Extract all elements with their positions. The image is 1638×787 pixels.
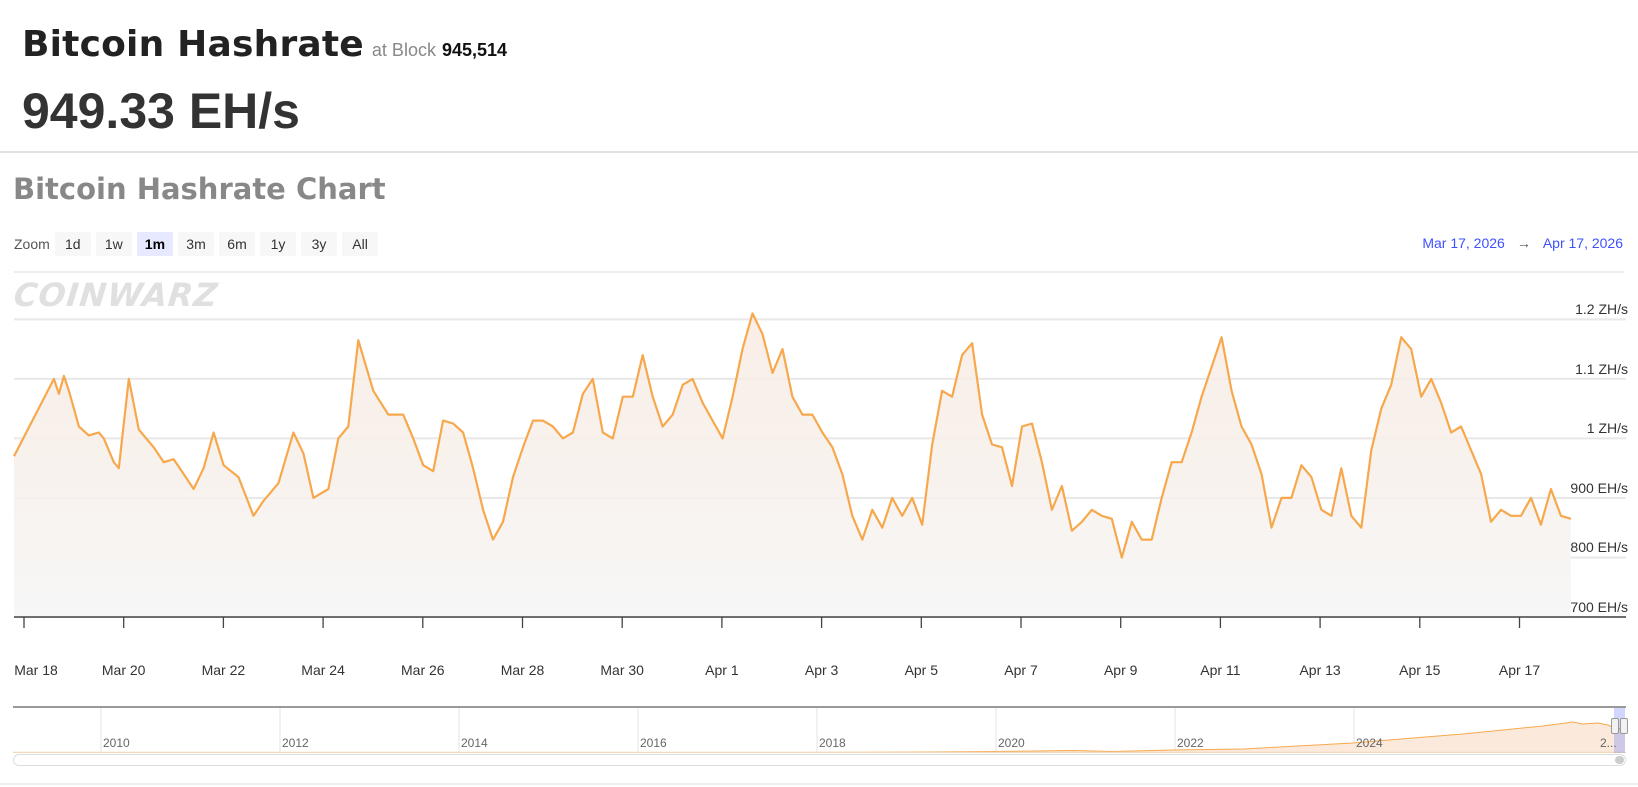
y-tick-label: 800 EH/s	[1570, 539, 1628, 556]
block-number: 945,514	[441, 40, 508, 60]
x-axis-ticks	[23, 617, 1521, 628]
navigator-year-label: 2024	[1356, 736, 1383, 750]
zoom-1m-button[interactable]: 1m	[136, 232, 174, 256]
x-tick-label: Apr 5	[904, 662, 939, 678]
zoom-1y-button[interactable]: 1y	[260, 232, 297, 256]
navigator-year-label: 2022	[1177, 736, 1204, 750]
zoom-selector: Zoom 1d 1w 1m 3m 6m 1y 3y All	[14, 232, 383, 256]
x-tick-label: Apr 7	[1004, 662, 1038, 678]
page-title: Bitcoin Hashrate	[22, 24, 364, 65]
range-from-input[interactable]: Mar 17, 2026	[1422, 235, 1505, 251]
y-tick-label: 1.2 ZH/s	[1575, 301, 1628, 318]
x-tick-label: Mar 22	[201, 662, 246, 678]
navigator-year-label: 2...	[1600, 736, 1617, 750]
y-tick-label: 1.1 ZH/s	[1575, 360, 1628, 377]
navigator[interactable]	[13, 706, 1626, 753]
scrollbar-thumb[interactable]	[1615, 756, 1624, 764]
x-tick-label: Mar 24	[301, 662, 345, 678]
x-tick-label: Mar 28	[500, 662, 545, 678]
navigator-year-label: 2010	[103, 736, 130, 750]
zoom-3y-button[interactable]: 3y	[301, 232, 338, 256]
range-to-input[interactable]: Apr 17, 2026	[1542, 235, 1623, 251]
x-tick-label: Mar 18	[14, 662, 58, 678]
y-tick-label: 1 ZH/s	[1586, 420, 1628, 437]
zoom-6m-button[interactable]: 6m	[219, 232, 256, 256]
at-block-label: at Block	[371, 40, 436, 60]
navigator-year-label: 2016	[640, 736, 667, 750]
x-tick-label: Apr 13	[1299, 662, 1341, 678]
x-tick-label: Apr 1	[705, 662, 739, 678]
zoom-1d-button[interactable]: 1d	[54, 232, 91, 256]
y-tick-label: 700 EH/s	[1570, 599, 1628, 615]
zoom-label: Zoom	[14, 236, 50, 252]
hashrate-line	[13, 312, 1572, 559]
x-tick-label: Mar 30	[600, 662, 644, 678]
hashrate-area	[14, 313, 1571, 617]
divider	[14, 271, 1624, 273]
date-range: Mar 17, 2026 → Apr 17, 2026	[1422, 235, 1623, 251]
hashrate-chart-plot[interactable]	[0, 290, 1638, 635]
x-tick-label: Apr 9	[1103, 662, 1138, 678]
range-arrow-icon: →	[1516, 235, 1531, 251]
navigator-selected-range[interactable]	[1614, 708, 1625, 753]
x-tick-label: Mar 20	[101, 662, 146, 678]
zoom-all-button[interactable]: All	[342, 232, 379, 256]
navigator-year-label: 2014	[461, 736, 488, 750]
chart-title: Bitcoin Hashrate Chart	[13, 172, 386, 206]
navigator-left-handle[interactable]	[1611, 718, 1619, 734]
x-tick-label: Apr 15	[1399, 662, 1441, 678]
header: Bitcoin Hashrate at Block 945,514 949.33…	[0, 0, 1638, 153]
zoom-1w-button[interactable]: 1w	[95, 232, 132, 256]
x-tick-label: Apr 17	[1498, 662, 1541, 678]
x-tick-label: Apr 3	[804, 662, 839, 678]
divider	[0, 783, 1638, 785]
navigator-scrollbar[interactable]	[13, 754, 1626, 766]
zoom-3m-button[interactable]: 3m	[178, 232, 215, 256]
navigator-year-label: 2018	[819, 736, 846, 750]
current-hashrate: 949.33 EH/s	[22, 83, 300, 139]
x-tick-label: Mar 26	[401, 662, 445, 678]
navigator-series	[13, 708, 1626, 753]
navigator-year-label: 2020	[998, 736, 1025, 750]
x-tick-label: Apr 11	[1200, 662, 1241, 678]
y-tick-label: 900 EH/s	[1570, 479, 1628, 496]
navigator-right-handle[interactable]	[1620, 718, 1628, 734]
title-row: Bitcoin Hashrate at Block 945,514	[22, 24, 507, 65]
navigator-year-label: 2012	[282, 736, 309, 750]
